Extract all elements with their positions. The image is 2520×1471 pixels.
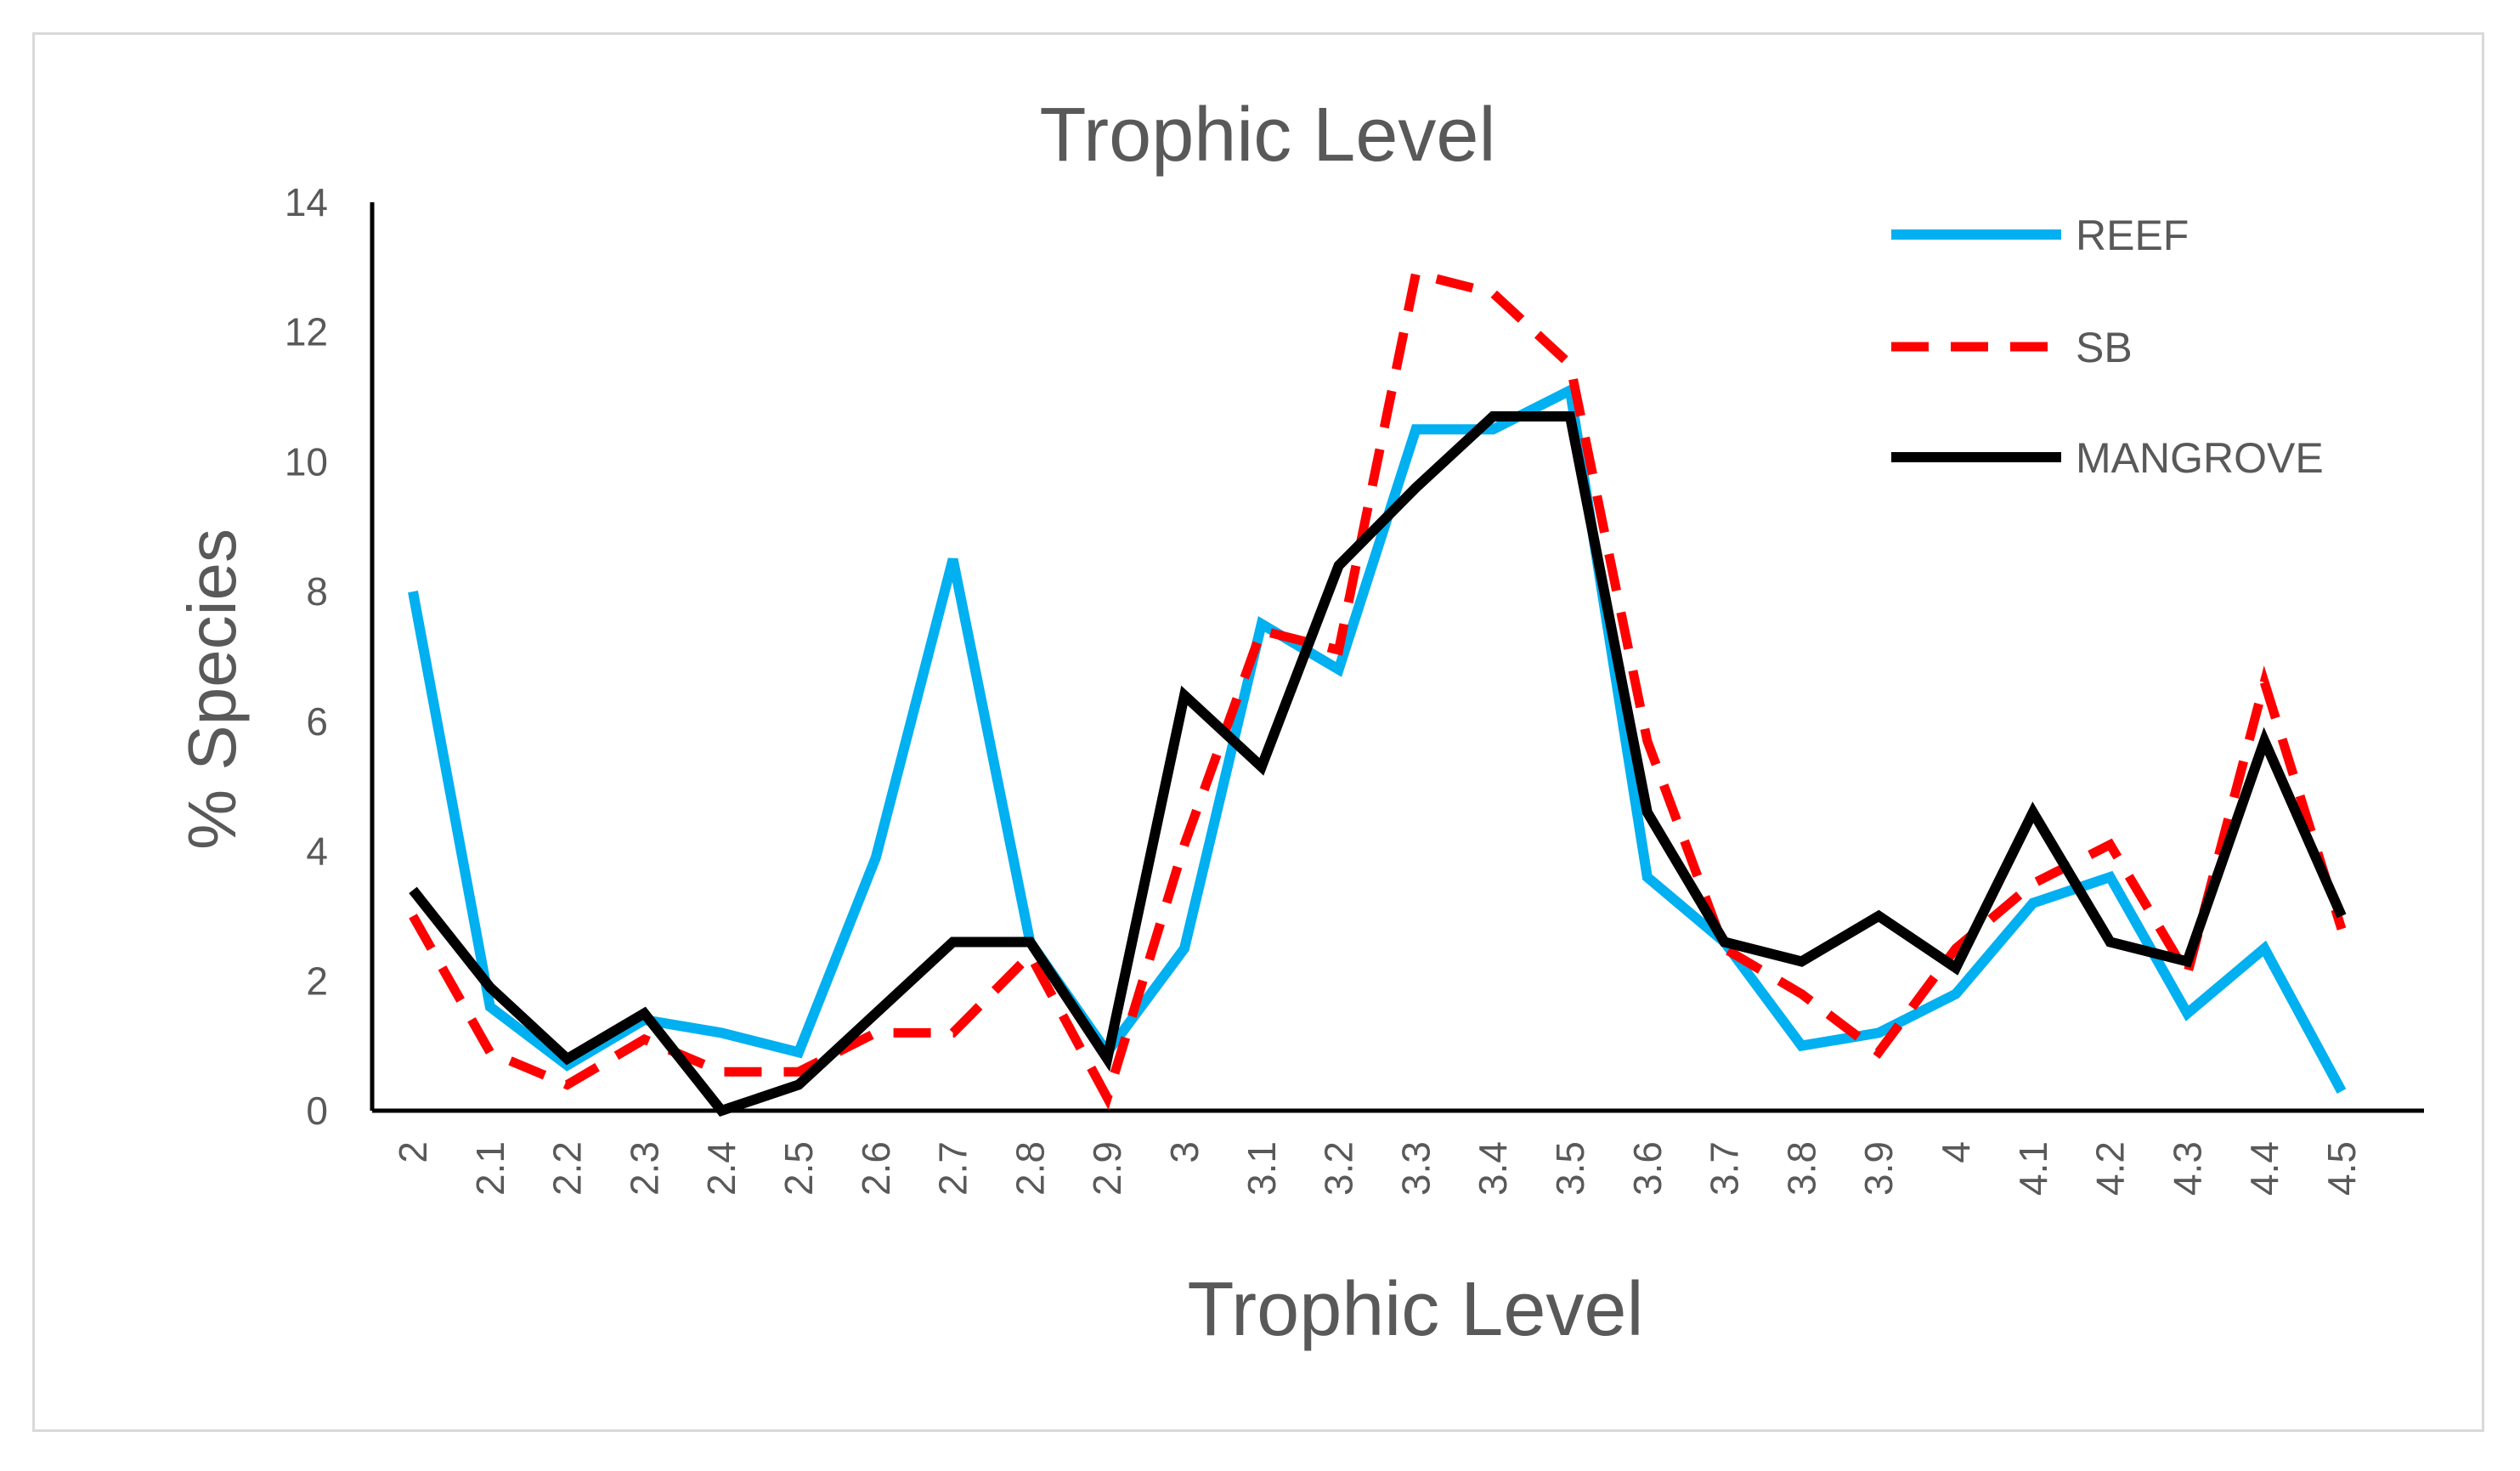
x-tick-label: 4.2	[2088, 1141, 2133, 1196]
x-tick-label: 3.8	[1779, 1141, 1823, 1196]
x-tick-label: 3	[1162, 1141, 1206, 1163]
legend-label-mangrove: MANGROVE	[2076, 434, 2324, 482]
x-tick-label: 2.9	[1085, 1141, 1129, 1196]
x-tick-label: 3.6	[1625, 1141, 1670, 1196]
x-tick-label: 2.6	[854, 1141, 898, 1196]
x-tick-label: 4.1	[2011, 1141, 2055, 1196]
x-tick-label: 2.3	[622, 1141, 666, 1196]
y-tick-label: 12	[285, 310, 328, 354]
x-tick-label: 3.3	[1393, 1141, 1438, 1196]
x-tick-label: 2.2	[545, 1141, 590, 1196]
y-axis-label: % Species	[174, 529, 250, 850]
x-tick-label: 3.7	[1703, 1141, 1747, 1196]
y-tick-labels: 0 2 4 6 8 10 12 14	[285, 180, 328, 1133]
x-tick-label: 4.5	[2319, 1141, 2364, 1196]
y-tick-label: 2	[306, 959, 328, 1003]
legend: REEF SB MANGROVE	[1891, 212, 2324, 482]
legend-label-sb: SB	[2076, 324, 2133, 371]
x-tick-label: 4	[1934, 1141, 1978, 1163]
x-tick-label: 2.8	[1008, 1141, 1052, 1196]
x-tick-labels: 2 2.1 2.2 2.3 2.4 2.5 2.6 2.7 2.8 2.9 3 3.1 3.2 3.3 3.…	[391, 1141, 2364, 1196]
x-tick-label: 2.7	[931, 1141, 975, 1196]
chart-title: Trophic Level	[1040, 93, 1496, 178]
x-tick-label: 2	[391, 1141, 435, 1163]
series-line-sb	[409, 268, 2347, 1110]
x-tick-label: 3.4	[1471, 1141, 1515, 1196]
y-tick-label: 8	[306, 569, 328, 614]
y-tick-label: 14	[285, 180, 328, 224]
x-tick-label: 3.2	[1317, 1141, 1361, 1196]
x-axis-label: Trophic Level	[1188, 1267, 1644, 1352]
x-tick-label: 3.5	[1548, 1141, 1592, 1196]
series-line-mangrove	[409, 411, 2347, 1117]
y-tick-label: 0	[306, 1089, 328, 1133]
x-tick-label: 2.4	[699, 1141, 743, 1196]
x-tick-label: 3.1	[1240, 1141, 1284, 1196]
chart-frame: Trophic Level 0 2 4 6 8 10 12 14 2 2.1 2.2 2.3 2.4 2…	[32, 32, 2484, 1432]
x-tick-label: 4.3	[2165, 1141, 2209, 1196]
x-tick-label: 3.9	[1856, 1141, 1901, 1196]
series-line-reef	[408, 382, 2347, 1094]
y-tick-label: 4	[306, 829, 328, 874]
y-tick-label: 10	[285, 439, 328, 484]
y-tick-label: 6	[306, 699, 328, 744]
legend-label-reef: REEF	[2076, 212, 2189, 259]
series-lines	[408, 268, 2347, 1117]
x-tick-label: 4.4	[2242, 1141, 2286, 1196]
x-tick-label: 2.1	[468, 1141, 512, 1196]
x-tick-label: 2.5	[777, 1141, 821, 1196]
